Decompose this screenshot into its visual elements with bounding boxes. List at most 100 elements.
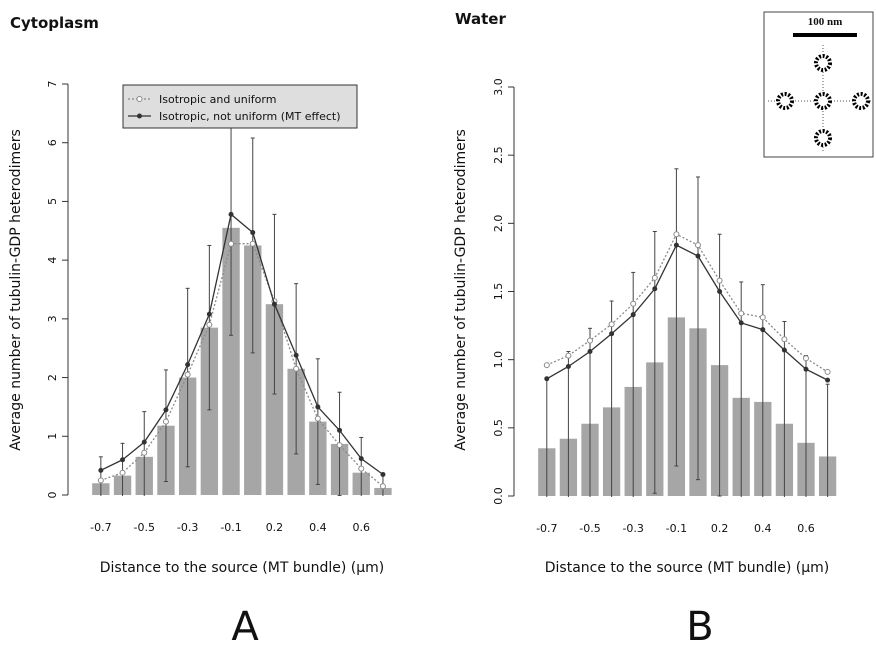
- series-marker: [120, 457, 126, 463]
- microtubule: [814, 54, 832, 72]
- series-line: [546, 233, 828, 373]
- x-tick-label: 0.4: [309, 521, 327, 534]
- panel-label: A: [231, 604, 259, 650]
- y-axis-label: Average number of tubulin-GDP heterodime…: [8, 129, 24, 451]
- series-marker: [587, 337, 593, 344]
- x-tick-label: 0.2: [711, 522, 729, 535]
- bar: [265, 304, 284, 495]
- error-bar: [760, 284, 765, 497]
- y-tick-label: 3: [46, 315, 59, 322]
- plot-area: [538, 168, 837, 497]
- series-marker: [119, 469, 126, 476]
- series-marker: [358, 456, 364, 462]
- series-marker: [565, 352, 572, 359]
- error-bar: [142, 411, 147, 496]
- series-marker: [673, 231, 680, 238]
- series-marker: [314, 415, 321, 422]
- x-tick-label: 0.6: [797, 522, 815, 535]
- series-marker: [379, 483, 386, 490]
- series-marker: [250, 230, 256, 236]
- series-marker: [358, 465, 365, 472]
- series-marker: [652, 286, 658, 292]
- error-bar: [163, 369, 168, 482]
- bar: [244, 245, 262, 495]
- series-marker: [824, 368, 831, 375]
- x-tick-label: -0.5: [134, 521, 155, 534]
- series-marker: [271, 301, 277, 307]
- series-marker: [587, 348, 593, 354]
- series-marker: [336, 442, 343, 449]
- error-bar: [588, 327, 592, 497]
- series-marker: [228, 240, 235, 247]
- y-tick-label: 2.0: [492, 215, 505, 233]
- series-marker: [673, 242, 679, 248]
- x-tick-label: -0.1: [220, 521, 241, 534]
- error-bar: [674, 168, 679, 467]
- series-marker: [608, 321, 615, 328]
- y-tick-label: 2: [46, 374, 59, 381]
- series-marker: [803, 355, 809, 362]
- x-tick-label: 0.4: [754, 522, 772, 535]
- series-marker: [228, 211, 234, 217]
- y-axis-label: Average number of tubulin-GDP heterodime…: [453, 129, 469, 451]
- x-axis-label: Distance to the source (MT bundle) (µm): [100, 560, 384, 576]
- y-tick-label: 0.5: [492, 419, 505, 437]
- legend-marker: [136, 96, 143, 102]
- series-marker: [630, 312, 636, 318]
- legend-label: Isotropic, not uniform (MT effect): [159, 110, 341, 123]
- chart-title: Cytoplasm: [10, 14, 99, 32]
- series-marker: [803, 366, 809, 372]
- series-marker: [695, 242, 701, 249]
- series-line: [100, 243, 384, 487]
- series-marker: [206, 311, 212, 317]
- series-marker: [717, 289, 723, 294]
- series-marker: [315, 404, 321, 410]
- error-bar: [566, 350, 571, 497]
- legend-label: Isotropic and uniform: [159, 93, 276, 106]
- x-tick-label: 0.2: [266, 521, 284, 534]
- series-marker: [97, 477, 104, 484]
- series-marker: [293, 352, 299, 358]
- series-marker: [781, 347, 787, 353]
- series-marker: [825, 377, 831, 383]
- series-marker: [738, 320, 744, 326]
- chart-title: Water: [455, 10, 506, 28]
- series-marker: [543, 362, 550, 369]
- error-bar: [359, 436, 364, 496]
- y-tick-label: 4: [46, 257, 59, 264]
- y-tick-label: 5: [46, 198, 59, 205]
- error-bar: [631, 271, 636, 497]
- series-marker: [163, 407, 169, 413]
- series-marker: [185, 362, 191, 368]
- x-tick-label: -0.7: [90, 521, 111, 534]
- series-marker: [759, 314, 766, 321]
- y-tick-label: 0: [46, 492, 59, 499]
- series-marker: [98, 467, 104, 473]
- error-bar: [782, 320, 787, 497]
- y-tick-label: 3.0: [492, 78, 505, 96]
- y-tick-label: 1.0: [492, 351, 505, 369]
- series-marker: [651, 274, 658, 281]
- series-marker: [380, 471, 386, 477]
- y-tick-label: 1: [46, 433, 59, 440]
- panel-label: B: [686, 604, 713, 650]
- series-marker: [630, 300, 637, 307]
- y-tick-label: 2.5: [492, 146, 505, 164]
- series-marker: [293, 365, 300, 372]
- x-tick-label: 0.6: [353, 521, 371, 534]
- series-marker: [184, 371, 191, 378]
- microtubules: [776, 54, 870, 147]
- series-line: [100, 213, 384, 475]
- plot-area: [92, 119, 392, 496]
- series-marker: [760, 327, 766, 333]
- x-tick-label: -0.7: [536, 522, 557, 535]
- error-bar: [696, 176, 700, 481]
- series-marker: [695, 253, 701, 259]
- series-marker: [544, 376, 550, 382]
- x-tick-label: -0.1: [666, 522, 687, 535]
- series-marker: [337, 427, 343, 433]
- x-tick-label: -0.3: [622, 522, 643, 535]
- inset-label: 100 nm: [808, 16, 843, 28]
- legend-marker: [137, 113, 142, 119]
